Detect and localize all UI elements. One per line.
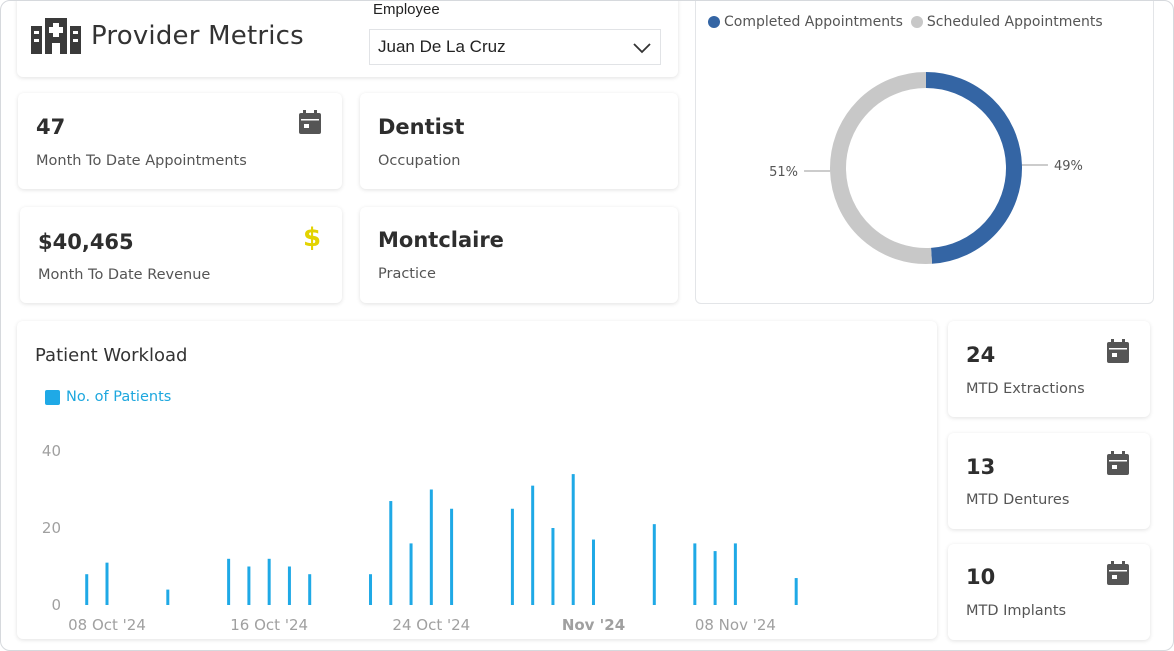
workload-title: Patient Workload: [35, 345, 188, 366]
y-tick-label: 20: [42, 519, 61, 537]
bar[interactable]: [450, 508, 454, 605]
calendar-icon: [1107, 339, 1129, 363]
legend-item-scheduled[interactable]: Scheduled Appointments: [910, 14, 1103, 30]
bar[interactable]: [551, 528, 555, 605]
bar[interactable]: [389, 501, 393, 605]
revenue-label: Month To Date Revenue: [38, 267, 211, 283]
legend-label: No. of Patients: [66, 389, 172, 405]
bar[interactable]: [571, 474, 575, 605]
revenue-value: $40,465: [38, 230, 134, 254]
legend-dot: [910, 16, 923, 28]
practice-label: Practice: [378, 266, 436, 282]
y-tick-label: 0: [51, 596, 61, 614]
bar[interactable]: [267, 558, 271, 605]
bar[interactable]: [713, 551, 717, 605]
donut-slice-scheduled[interactable]: [830, 72, 933, 264]
x-tick-label: 24 Oct '24: [392, 616, 470, 634]
legend-dot: [708, 16, 720, 28]
legend-swatch: [45, 389, 60, 405]
bar[interactable]: [85, 574, 89, 605]
calendar-icon: [1107, 451, 1129, 475]
extractions-label: MTD Extractions: [966, 381, 1085, 397]
calendar-icon: [299, 110, 321, 134]
patient-workload-chart: 0 20 40 08 Oct '24 16 Oct '24 24 Oct '24 Nov '…: [42, 442, 798, 634]
bar[interactable]: [369, 574, 373, 605]
kpi-appointments-value: 47: [36, 115, 66, 139]
bar[interactable]: [308, 574, 312, 605]
kpi-card-implants: 10 MTD Implants: [948, 544, 1150, 640]
kpi-card-occupation: Dentist Occupation: [360, 93, 678, 189]
kpi-appointments-label: Month To Date Appointments: [36, 153, 247, 169]
bar[interactable]: [287, 566, 291, 606]
bar[interactable]: [733, 543, 737, 605]
bar[interactable]: [166, 589, 170, 605]
kpi-card-revenue: $40,465 Month To Date Revenue $: [20, 207, 342, 303]
x-tick-label: 08 Nov '24: [695, 616, 776, 634]
bar[interactable]: [105, 562, 109, 605]
extractions-value: 24: [966, 343, 996, 367]
legend-label: Scheduled Appointments: [926, 14, 1103, 30]
hospital-icon: [31, 18, 81, 54]
kpi-card-practice: Montclaire Practice: [360, 207, 678, 303]
dentures-label: MTD Dentures: [966, 492, 1070, 508]
dentures-value: 13: [966, 455, 996, 479]
bar[interactable]: [247, 566, 251, 606]
patient-workload-card: Patient Workload No. of Patients 0 20 40 08…: [17, 321, 937, 639]
occupation-label: Occupation: [378, 153, 461, 169]
kpi-card-appointments: 47 Month To Date Appointments: [18, 93, 342, 189]
donut-data-label: 51%: [769, 165, 798, 180]
donut-legend: Completed Appointments Scheduled Appoint…: [708, 14, 1103, 30]
bar[interactable]: [693, 543, 697, 605]
bar[interactable]: [794, 578, 798, 605]
header-card: Provider Metrics Employee Juan De La Cru…: [17, 1, 678, 77]
employee-label: Employee: [373, 1, 440, 18]
bar[interactable]: [510, 508, 514, 605]
practice-value: Montclaire: [378, 228, 504, 252]
employee-select-value: Juan De La Cruz: [378, 37, 506, 56]
kpi-card-extractions: 24 MTD Extractions: [948, 321, 1150, 417]
appointments-donut-card: Completed Appointments Scheduled Appoint…: [695, 1, 1154, 304]
chevron-down-icon: [633, 43, 651, 54]
x-tick-label: Nov '24: [562, 616, 625, 634]
donut-slice-completed[interactable]: [925, 72, 1022, 264]
page-title: Provider Metrics: [91, 21, 304, 51]
occupation-value: Dentist: [378, 115, 465, 139]
dollar-icon: $: [303, 223, 321, 251]
bar[interactable]: [227, 558, 231, 605]
implants-label: MTD Implants: [966, 603, 1067, 619]
workload-legend[interactable]: No. of Patients: [45, 389, 171, 405]
bar[interactable]: [591, 539, 595, 605]
donut-data-label: 49%: [1054, 159, 1083, 174]
bar[interactable]: [652, 524, 656, 605]
implants-value: 10: [966, 565, 996, 589]
x-tick-label: 16 Oct '24: [230, 616, 308, 634]
bar[interactable]: [429, 489, 433, 606]
kpi-card-dentures: 13 MTD Dentures: [948, 433, 1150, 529]
bar[interactable]: [531, 485, 535, 605]
y-tick-label: 40: [42, 442, 61, 460]
legend-item-completed[interactable]: Completed Appointments: [708, 14, 903, 30]
legend-label: Completed Appointments: [724, 14, 903, 30]
calendar-icon: [1107, 561, 1129, 585]
donut-chart: 49% 51%: [769, 72, 1083, 264]
employee-select[interactable]: Juan De La Cruz: [369, 29, 661, 65]
bar[interactable]: [409, 543, 413, 605]
svg-text:$: $: [303, 223, 321, 251]
x-tick-label: 08 Oct '24: [68, 616, 146, 634]
